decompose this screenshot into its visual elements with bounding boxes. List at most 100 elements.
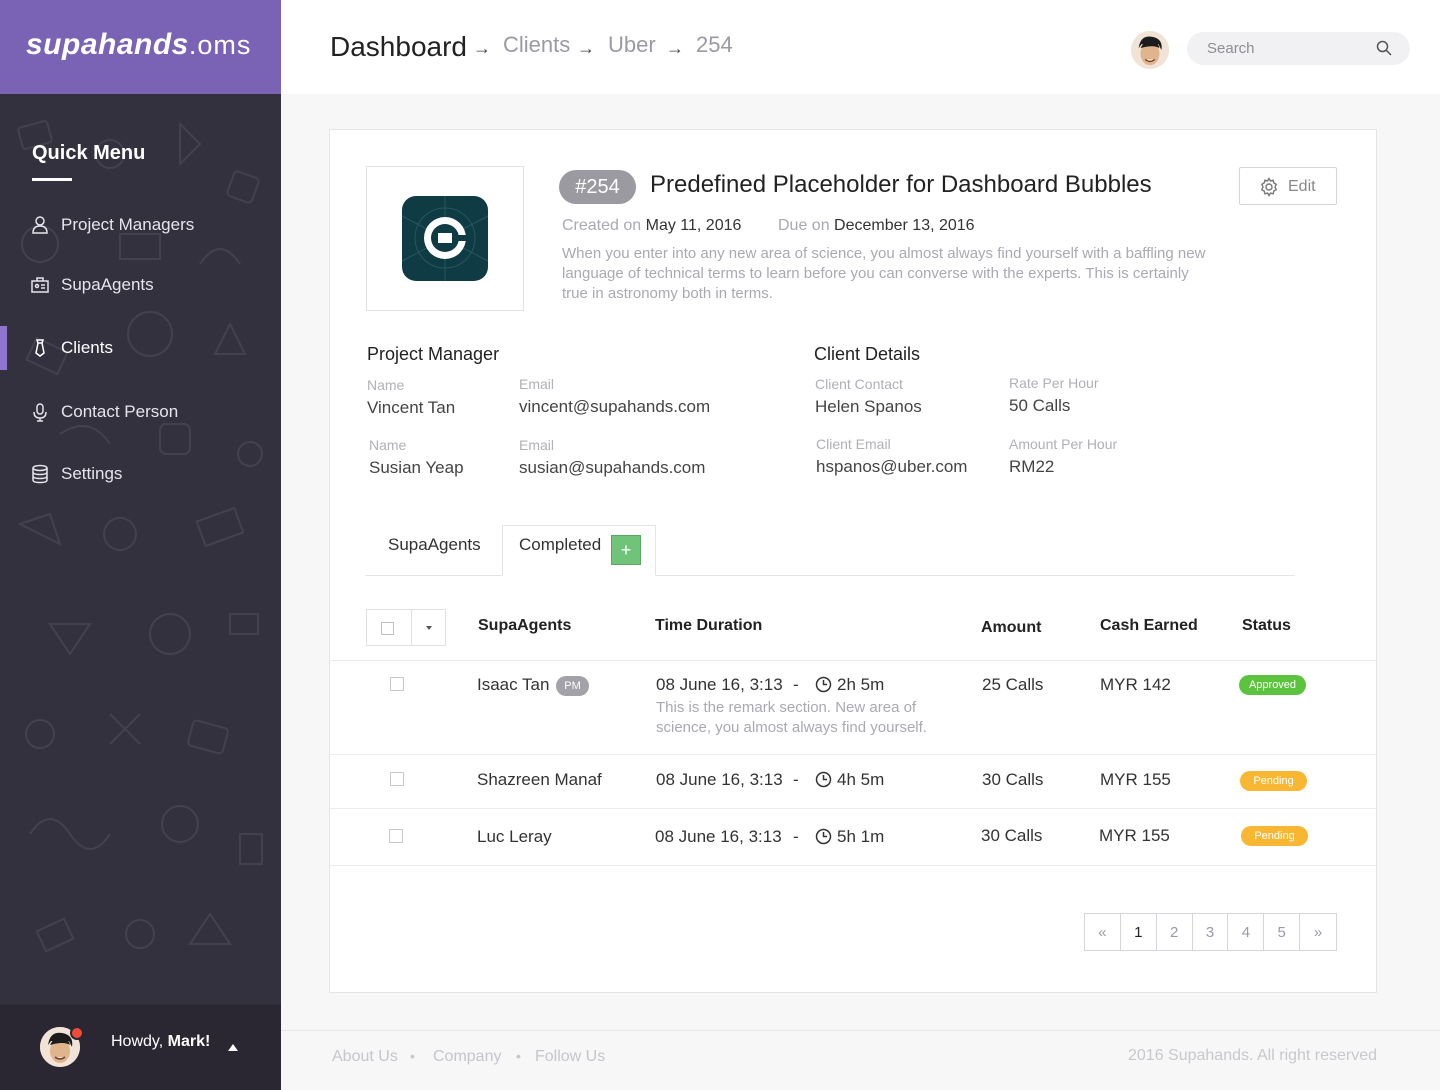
pagination-page-1[interactable]: 1	[1121, 914, 1157, 950]
avatar-face-icon	[1131, 31, 1169, 69]
quick-menu-title: Quick Menu	[32, 142, 146, 164]
clock-icon	[815, 676, 832, 693]
pagination-page-4[interactable]: 4	[1228, 914, 1265, 950]
user-icon	[32, 216, 48, 234]
project-id-badge: #254	[559, 170, 636, 204]
footer-separator: •	[516, 1048, 521, 1064]
pm-email[interactable]: susian@supahands.com	[519, 458, 706, 477]
sidebar-item-settings[interactable]: Settings	[0, 452, 281, 496]
select-all-checkbox[interactable]	[381, 622, 394, 635]
row-checkbox[interactable]	[390, 677, 404, 691]
breadcrumb-clients[interactable]: Clients	[503, 32, 571, 57]
pm-name: Vincent Tan	[367, 398, 456, 417]
amount-label: Amount Per Hour	[1009, 436, 1118, 452]
caret-up-icon[interactable]	[228, 1044, 238, 1051]
pagination-prev[interactable]: «	[1085, 914, 1121, 950]
pagination-page-2[interactable]: 2	[1157, 914, 1193, 950]
notification-dot	[70, 1026, 84, 1040]
breadcrumb-dashboard[interactable]: Dashboard	[330, 31, 467, 62]
status-badge: Approved	[1239, 675, 1306, 695]
quick-menu-underline	[32, 178, 72, 181]
sidebar-item-supaagents[interactable]: SupaAgents	[0, 263, 281, 307]
chevron-down-icon[interactable]	[426, 626, 432, 630]
tie-icon	[35, 339, 45, 357]
sidebar	[0, 0, 281, 1090]
pagination-next[interactable]: »	[1313, 923, 1323, 941]
footer-link-company[interactable]: Company	[433, 1048, 502, 1065]
rate-label: Rate Per Hour	[1009, 375, 1099, 391]
project-description: When you enter into any new area of scie…	[562, 245, 1206, 302]
pm-email[interactable]: vincent@supahands.com	[519, 397, 711, 416]
avatar[interactable]	[40, 1027, 80, 1067]
greeting-text: Howdy,	[111, 1033, 164, 1050]
edit-button[interactable]: Edit	[1239, 167, 1337, 205]
pagination-page-3[interactable]: 3	[1193, 914, 1229, 950]
microphone-icon	[33, 403, 47, 422]
database-icon	[32, 464, 48, 484]
col-header-amount[interactable]: Amount	[981, 619, 1042, 636]
client-contact-label: Client Contact	[815, 376, 903, 392]
clock-icon	[815, 828, 832, 845]
select-all-group[interactable]	[366, 609, 446, 646]
pm-name-label: Name	[367, 377, 405, 393]
time-separator: -	[793, 827, 799, 846]
footer-link-about[interactable]: About Us	[332, 1048, 398, 1065]
breadcrumb-arrow: →	[473, 38, 491, 58]
footer-link-follow[interactable]: Follow Us	[535, 1048, 606, 1065]
created-value: May 11, 2016	[645, 217, 742, 234]
client-details-title: Client Details	[814, 344, 921, 364]
duration: 2h 5m	[837, 675, 885, 694]
footer	[281, 1030, 1440, 1090]
clock-icon	[815, 771, 832, 788]
project-manager-title: Project Manager	[367, 344, 500, 364]
pm-name: Susian Yeap	[369, 458, 464, 477]
col-header-status[interactable]: Status	[1242, 617, 1291, 634]
col-header-supaagents[interactable]: SupaAgents	[478, 617, 572, 634]
brand-logo[interactable]: supahands.oms	[26, 28, 251, 62]
row-checkbox[interactable]	[390, 772, 404, 786]
tab-completed[interactable]: Completed	[519, 535, 602, 554]
brand-name: supahands	[26, 28, 189, 61]
time-start: 08 June 16, 3:13	[656, 675, 783, 694]
pagination-page-5[interactable]: 5	[1264, 914, 1301, 950]
pagination: « 1 2 3 4 5 »	[1084, 913, 1337, 951]
row-divider	[330, 808, 1376, 809]
due-label: Due on	[778, 217, 830, 234]
pm-email-label: Email	[519, 437, 555, 453]
due-value: December 13, 2016	[834, 217, 975, 234]
pm-email-label: Email	[519, 376, 555, 392]
tab-supaagents[interactable]: SupaAgents	[388, 535, 481, 554]
search-input[interactable]	[1187, 32, 1410, 65]
sidebar-item-clients[interactable]: Clients	[0, 326, 281, 370]
breadcrumb-arrow: →	[666, 38, 684, 58]
created-label: Created on	[562, 217, 642, 234]
user-greeting[interactable]: Howdy, Mark!	[111, 1033, 210, 1051]
col-header-cash-earned[interactable]: Cash Earned	[1100, 617, 1198, 634]
add-button[interactable]: +	[611, 535, 641, 565]
row-divider	[330, 754, 1376, 755]
col-header-time-duration[interactable]: Time Duration	[655, 617, 763, 634]
time-start: 08 June 16, 3:13	[655, 827, 782, 846]
brand-suffix: .oms	[188, 30, 252, 60]
row-divider	[330, 660, 1376, 661]
created-date: Created on May 11, 2016	[562, 217, 741, 235]
breadcrumb-uber[interactable]: Uber	[608, 32, 656, 57]
status-badge: Pending	[1241, 826, 1308, 846]
cash-cell: MYR 155	[1099, 826, 1170, 845]
header-avatar[interactable]	[1131, 31, 1169, 69]
select-divider	[411, 610, 412, 645]
sidebar-item-contact-person[interactable]: Contact Person	[0, 390, 281, 434]
sidebar-item-label: Clients	[61, 338, 113, 357]
brand-header[interactable]: supahands.oms	[0, 0, 281, 94]
client-email-label: Client Email	[816, 436, 891, 452]
duration: 5h 1m	[837, 827, 885, 846]
avatar-face-icon	[40, 1027, 80, 1067]
sidebar-item-label: SupaAgents	[61, 275, 154, 294]
row-checkbox[interactable]	[389, 829, 403, 843]
amount-cell: 30 Calls	[981, 826, 1043, 845]
sidebar-item-project-managers[interactable]: Project Managers	[0, 203, 281, 247]
client-email[interactable]: hspanos@uber.com	[816, 457, 968, 476]
search-icon[interactable]	[1376, 40, 1392, 56]
sidebar-item-label: Contact Person	[61, 402, 179, 421]
amount-cell: 25 Calls	[982, 675, 1044, 694]
